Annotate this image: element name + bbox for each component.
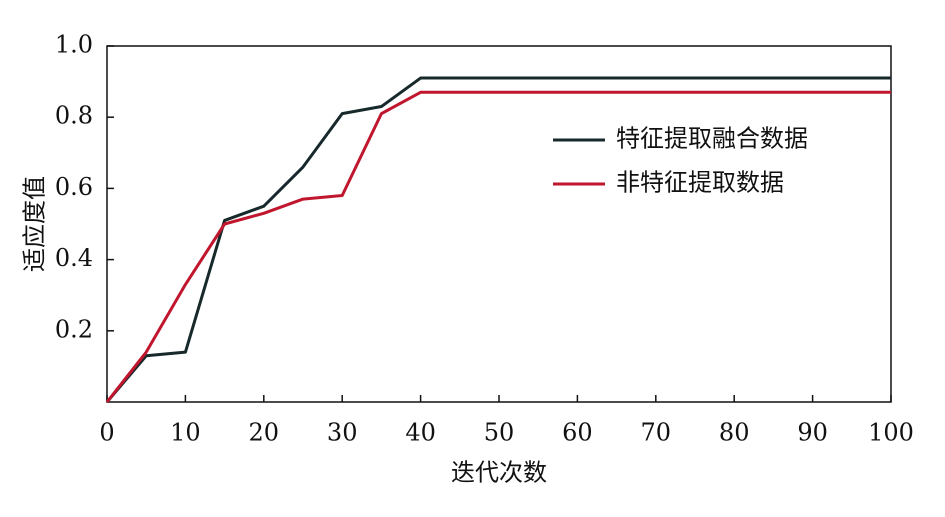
series-line xyxy=(105,90,891,403)
y-tick-label: 1.0 xyxy=(55,31,93,59)
x-tick-label: 30 xyxy=(327,419,358,447)
x-tick-label: 60 xyxy=(562,419,593,447)
y-tick-label: 0.2 xyxy=(55,315,93,343)
x-tick-label: 20 xyxy=(249,419,280,447)
y-tick-label: 0.8 xyxy=(55,102,93,130)
x-tick-label: 0 xyxy=(99,419,114,447)
x-tick-label: 10 xyxy=(170,419,201,447)
legend-label: 非特征提取数据 xyxy=(616,169,784,197)
x-axis-label: 迭代次数 xyxy=(451,459,547,487)
x-tick-label: 70 xyxy=(641,419,672,447)
x-tick-label: 40 xyxy=(405,419,436,447)
x-tick-label: 100 xyxy=(868,419,914,447)
y-tick-label: 0.6 xyxy=(55,173,93,201)
y-tick-label: 0.4 xyxy=(55,244,93,272)
series-line xyxy=(105,76,891,403)
x-tick-label: 80 xyxy=(719,419,750,447)
legend-label: 特征提取融合数据 xyxy=(616,125,808,153)
y-axis-label: 适应度值 xyxy=(21,176,49,272)
x-tick-label: 90 xyxy=(797,419,828,447)
x-tick-label: 50 xyxy=(484,419,515,447)
